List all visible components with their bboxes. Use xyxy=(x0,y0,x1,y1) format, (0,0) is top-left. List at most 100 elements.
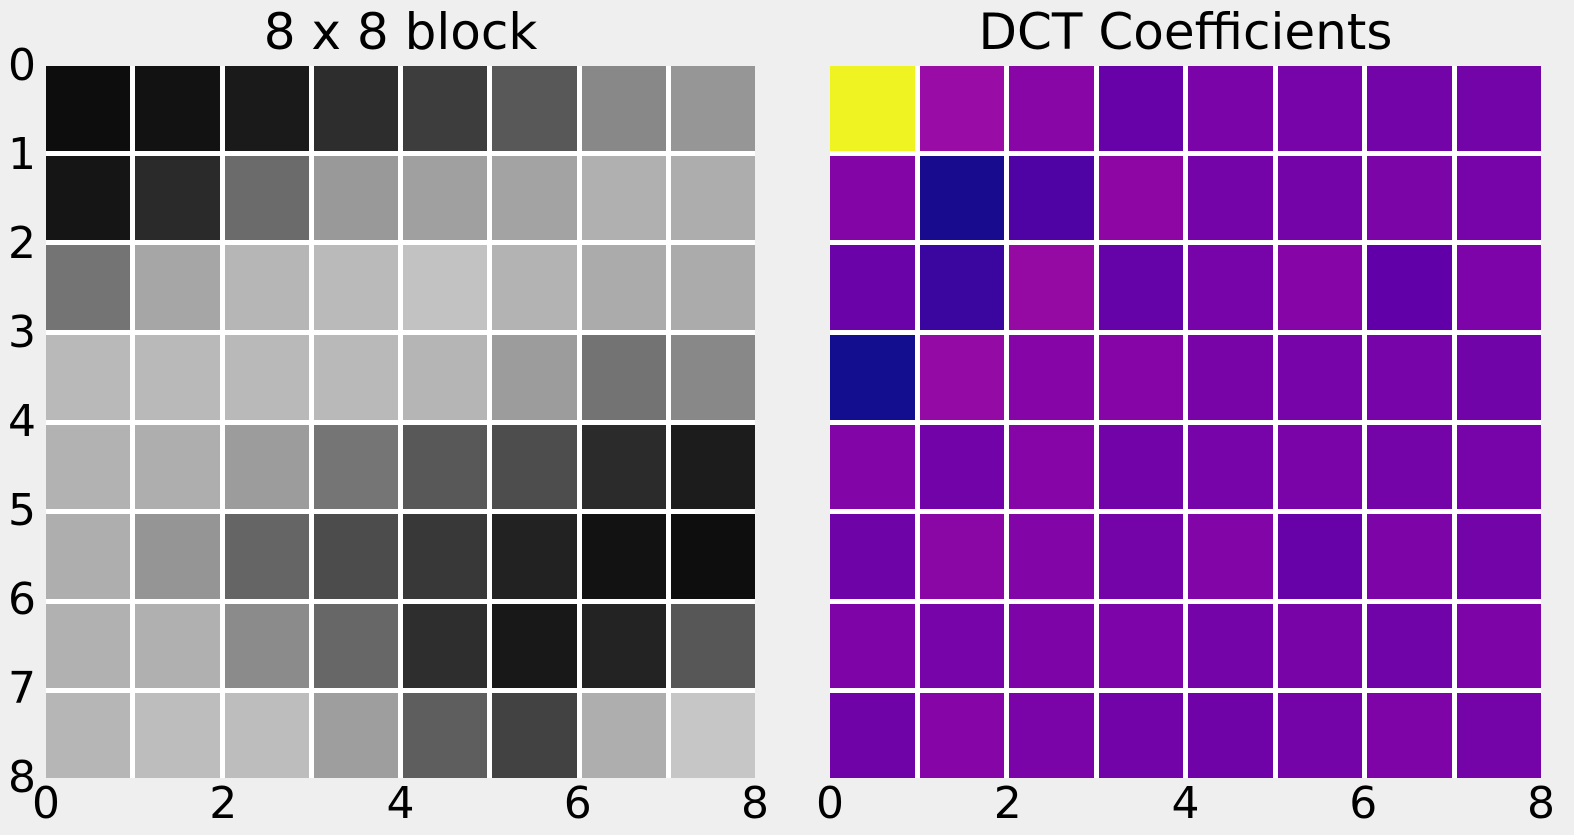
heatmap-cell-r0c4 xyxy=(403,66,488,151)
heatmap-cell-r7c0 xyxy=(830,693,915,778)
heatmap-cell-r1c4 xyxy=(1188,155,1273,241)
heatmap-cell-r6c0 xyxy=(830,603,915,689)
heatmap-cell-r7c7 xyxy=(1456,693,1541,778)
x-tick-label: 0 xyxy=(816,778,844,829)
heatmap-cell-r5c4 xyxy=(403,514,488,599)
y-tick-label: 6 xyxy=(8,574,36,625)
heatmap-cell-r3c5 xyxy=(1277,334,1362,420)
heatmap-cell-r4c4 xyxy=(403,424,488,510)
x-tick-label: 4 xyxy=(386,778,415,829)
heatmap-cell-r7c6 xyxy=(1367,693,1452,778)
heatmap-cell-r5c4 xyxy=(1188,514,1273,599)
heatmap-cell-r0c0 xyxy=(46,66,131,151)
heatmap-cell-r4c0 xyxy=(46,424,131,510)
heatmap-cell-r2c2 xyxy=(1009,245,1094,330)
heatmap-cell-r5c3 xyxy=(1098,514,1183,599)
heatmap-cell-r7c1 xyxy=(135,693,220,778)
heatmap-cell-r5c1 xyxy=(919,514,1004,599)
heatmap-cell-r2c0 xyxy=(830,245,915,330)
heatmap-cell-r1c3 xyxy=(313,155,398,241)
x-tick-label: 2 xyxy=(209,778,238,829)
heatmap-cell-r7c5 xyxy=(492,693,577,778)
heatmap-cell-r2c3 xyxy=(313,245,398,330)
heatmap-cell-r4c0 xyxy=(830,424,915,510)
heatmap-cell-r5c7 xyxy=(1456,514,1541,599)
heatmap-cell-r2c0 xyxy=(46,245,131,330)
heatmap-cell-r0c6 xyxy=(1367,66,1452,151)
dct-coefficients-heatmap xyxy=(830,66,1541,778)
heatmap-cell-r3c1 xyxy=(135,334,220,420)
heatmap-cell-r0c1 xyxy=(135,66,220,151)
heatmap-cell-r1c3 xyxy=(1098,155,1183,241)
left-plot-title: 8 x 8 block xyxy=(263,3,538,61)
heatmap-cell-r7c6 xyxy=(581,693,666,778)
block-heatmap xyxy=(46,66,755,778)
heatmap-cell-r3c4 xyxy=(403,334,488,420)
heatmap-cell-r3c0 xyxy=(830,334,915,420)
heatmap-cell-r0c3 xyxy=(1098,66,1183,151)
heatmap-cell-r7c1 xyxy=(919,693,1004,778)
heatmap-cell-r7c3 xyxy=(313,693,398,778)
heatmap-cell-r0c2 xyxy=(224,66,309,151)
y-tick-label: 5 xyxy=(8,485,36,536)
heatmap-cell-r1c1 xyxy=(919,155,1004,241)
heatmap-cell-r3c1 xyxy=(919,334,1004,420)
heatmap-cell-r7c0 xyxy=(46,693,131,778)
heatmap-cell-r7c5 xyxy=(1277,693,1362,778)
heatmap-cell-r6c2 xyxy=(224,603,309,689)
heatmap-cell-r1c6 xyxy=(581,155,666,241)
heatmap-cell-r4c6 xyxy=(581,424,666,510)
heatmap-cell-r4c5 xyxy=(492,424,577,510)
heatmap-cell-r5c2 xyxy=(224,514,309,599)
heatmap-cell-r6c0 xyxy=(46,603,131,689)
x-tick-label: 8 xyxy=(741,778,769,829)
heatmap-cell-r6c7 xyxy=(670,603,755,689)
heatmap-cell-r6c3 xyxy=(313,603,398,689)
heatmap-cell-r1c6 xyxy=(1367,155,1452,241)
heatmap-cell-r4c1 xyxy=(919,424,1004,510)
heatmap-cell-r5c5 xyxy=(492,514,577,599)
heatmap-cell-r6c4 xyxy=(1188,603,1273,689)
heatmap-cell-r1c7 xyxy=(670,155,755,241)
heatmap-cell-r3c6 xyxy=(581,334,666,420)
heatmap-cell-r2c1 xyxy=(919,245,1004,330)
heatmap-cell-r4c2 xyxy=(1009,424,1094,510)
y-tick-label: 8 xyxy=(8,752,36,803)
heatmap-cell-r6c5 xyxy=(1277,603,1362,689)
heatmap-cell-r2c7 xyxy=(670,245,755,330)
heatmap-cell-r0c7 xyxy=(1456,66,1541,151)
heatmap-cell-r5c0 xyxy=(46,514,131,599)
heatmap-cell-r2c4 xyxy=(403,245,488,330)
y-tick-label: 0 xyxy=(8,40,36,91)
heatmap-cell-r0c2 xyxy=(1009,66,1094,151)
heatmap-cell-r0c6 xyxy=(581,66,666,151)
heatmap-cell-r5c6 xyxy=(581,514,666,599)
heatmap-cell-r6c6 xyxy=(581,603,666,689)
heatmap-cell-r3c4 xyxy=(1188,334,1273,420)
heatmap-cell-r0c1 xyxy=(919,66,1004,151)
heatmap-cell-r0c0 xyxy=(830,66,915,151)
heatmap-cell-r2c1 xyxy=(135,245,220,330)
x-tick-label: 6 xyxy=(1349,778,1378,829)
heatmap-cell-r0c5 xyxy=(492,66,577,151)
heatmap-cell-r3c3 xyxy=(1098,334,1183,420)
heatmap-cell-r1c4 xyxy=(403,155,488,241)
heatmap-cell-r0c3 xyxy=(313,66,398,151)
heatmap-cell-r3c2 xyxy=(224,334,309,420)
heatmap-cell-r3c5 xyxy=(492,334,577,420)
heatmap-cell-r3c2 xyxy=(1009,334,1094,420)
heatmap-cell-r4c3 xyxy=(1098,424,1183,510)
heatmap-cell-r6c5 xyxy=(492,603,577,689)
x-tick-label: 6 xyxy=(563,778,592,829)
heatmap-cell-r4c3 xyxy=(313,424,398,510)
heatmap-cell-r4c1 xyxy=(135,424,220,510)
heatmap-cell-r3c0 xyxy=(46,334,131,420)
y-tick-label: 3 xyxy=(8,307,36,358)
heatmap-cell-r6c2 xyxy=(1009,603,1094,689)
heatmap-cell-r6c1 xyxy=(919,603,1004,689)
heatmap-cell-r2c6 xyxy=(1367,245,1452,330)
heatmap-cell-r6c6 xyxy=(1367,603,1452,689)
heatmap-cell-r4c6 xyxy=(1367,424,1452,510)
heatmap-cell-r2c7 xyxy=(1456,245,1541,330)
heatmap-cell-r2c5 xyxy=(1277,245,1362,330)
